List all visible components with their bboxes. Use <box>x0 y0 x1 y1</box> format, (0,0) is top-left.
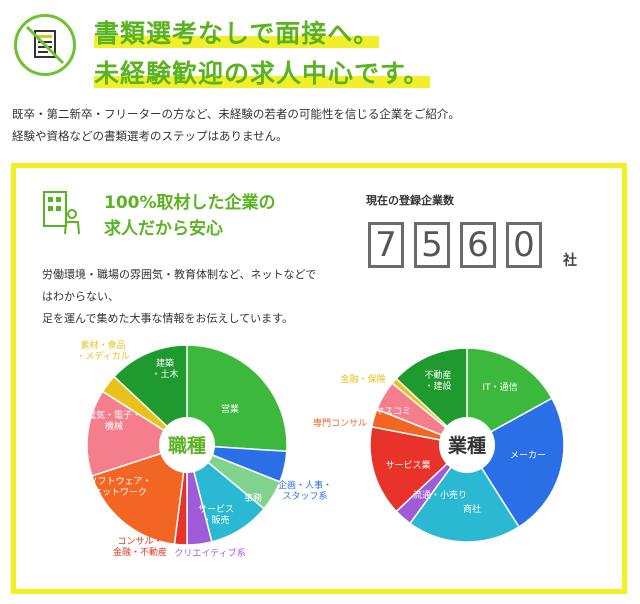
pie-slice-label: 事務 <box>244 492 262 504</box>
no-document-icon <box>14 14 76 76</box>
count-digit: 5 <box>414 222 450 268</box>
pie-slice-label: ソフトウェア・ネットワーク <box>88 476 151 498</box>
panel-desc-line2: はわからない、 <box>42 290 119 303</box>
intro-line2: 経験や資格などの書類選考のステップはありません。 <box>12 129 288 143</box>
headline-line2: 未経験歓迎の求人中心です。 <box>94 59 430 88</box>
pie-slice-label: 流通・小売り <box>413 489 467 501</box>
pie-slice-label: コンサル・金融・不動産 <box>113 536 167 558</box>
pie-slice-label: 営業 <box>221 403 239 415</box>
pie-chart-job-type: 職種 営業企画・人事・スタッフ系事務サービス・販売クリエイティブ系コンサル・金融・… <box>76 339 332 559</box>
pie-slice-label: 金融・保険 <box>340 373 385 385</box>
pie-slice <box>395 347 468 447</box>
pie-slice-label: 建築・土木 <box>151 357 178 380</box>
panel-desc-line1: 労働環境・職場の雰囲気・教育体制など、ネットなどで <box>42 268 317 281</box>
panel-title-line2: 求人だから安心 <box>104 219 223 239</box>
pie-slice-label: クリエイティブ系 <box>174 547 245 559</box>
pie-slice-label: 電気・電子・機械 <box>87 409 141 432</box>
intro-line1: 既卒・第二新卒・フリーターの方など、未経験の若者の可能性を信じる企業をご紹介。 <box>12 107 460 121</box>
pie-center <box>439 417 495 473</box>
pie-slice <box>86 390 189 477</box>
pie-slice <box>408 443 521 543</box>
count-digit: 7 <box>368 222 404 268</box>
pie-slice-label: サービス業 <box>385 459 430 471</box>
count-digit: 0 <box>506 222 542 268</box>
pie-slice-label: 商社 <box>463 503 481 515</box>
pie-title: 職種 <box>168 434 206 457</box>
pie-slice-label: 素材・食品・メディカル <box>76 339 129 362</box>
pie-slice-label: 不動産・建設 <box>424 369 451 392</box>
headline-line1: 書類選考なしで面接へ。 <box>94 19 380 48</box>
pie-slice-label: メーカー <box>510 450 546 461</box>
info-panel <box>11 163 627 594</box>
pie-slice <box>90 443 188 546</box>
pie-slice-label: IT・通信 <box>482 381 517 393</box>
pie-slice <box>113 344 188 447</box>
count-unit: 社 <box>563 253 577 269</box>
panel-desc-line3: 足を運んで集めた大事な情報をお伝えしています。 <box>42 312 294 325</box>
pie-slice-label: サービス・販売 <box>198 504 234 526</box>
count-digit: 6 <box>460 222 496 268</box>
pie-center <box>159 417 215 473</box>
pie-slice <box>465 397 565 528</box>
pie-slice-label: 専門コンサル <box>313 417 367 429</box>
building-person-icon <box>42 190 80 236</box>
pie-slice-label: 企画・人事・スタッフ系 <box>278 479 332 502</box>
registered-count-label: 現在の登録企業数 <box>366 194 454 207</box>
pie-title: 業種 <box>447 434 486 457</box>
pie-slice-label: マスコミ <box>375 407 411 417</box>
pie-slice <box>466 347 554 447</box>
pie-slice <box>186 344 288 453</box>
panel-title-line1: 100%取材した企業の <box>104 193 276 213</box>
